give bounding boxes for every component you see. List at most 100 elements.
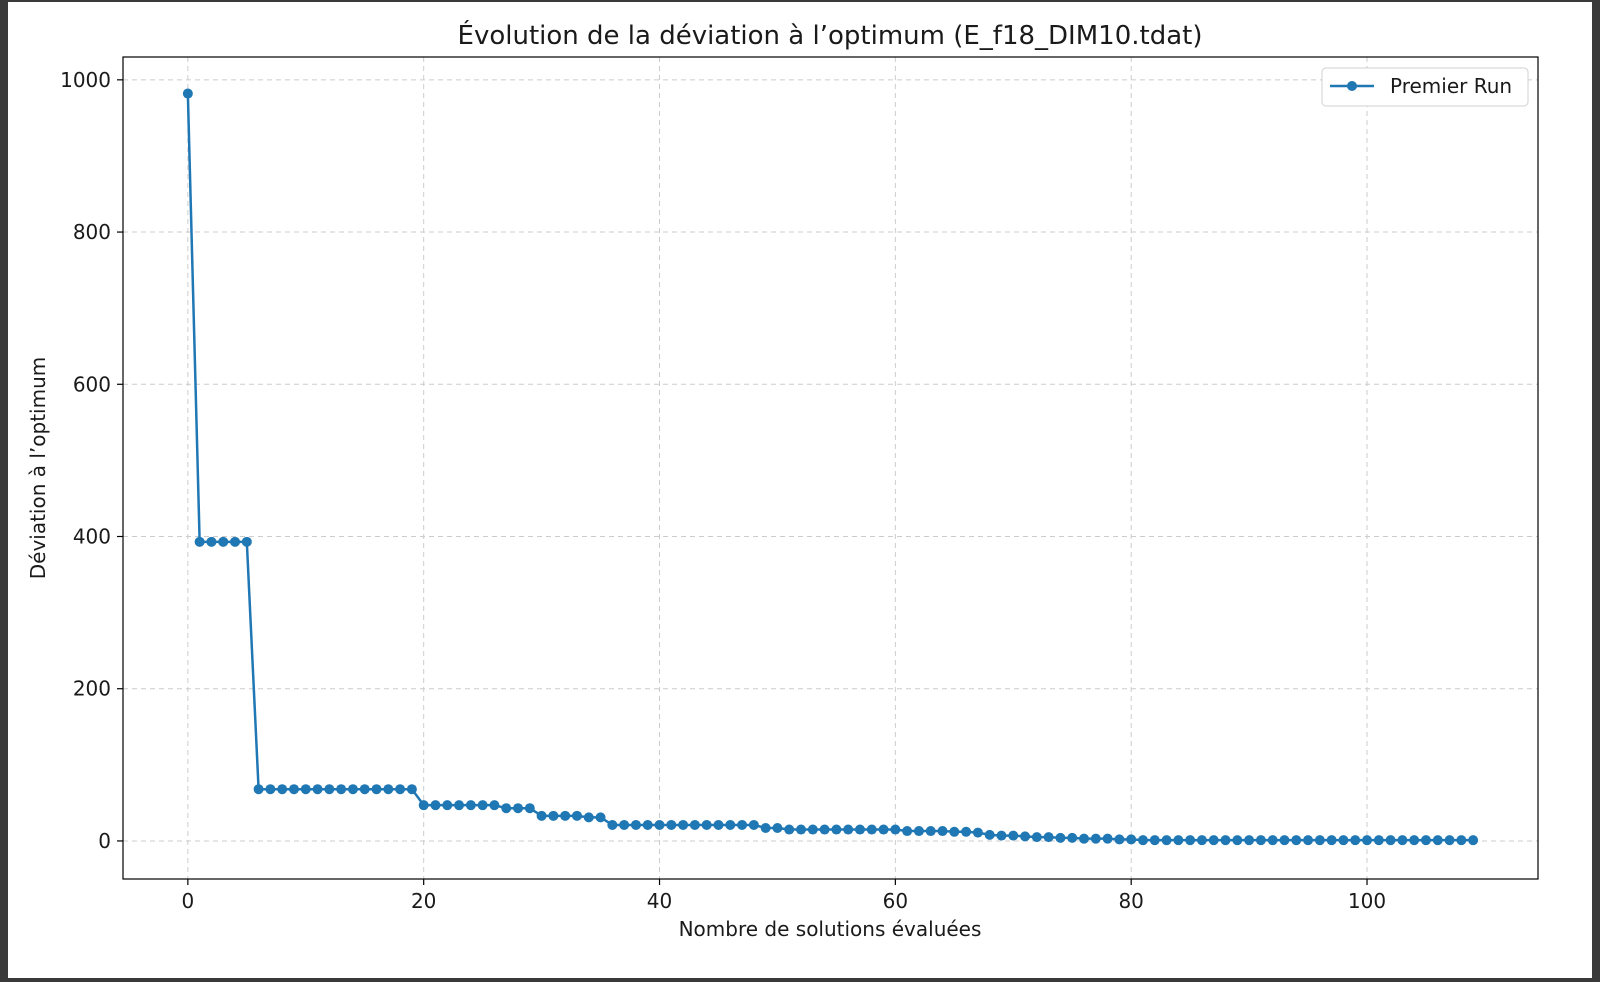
y-tick-label: 400 (73, 525, 111, 549)
data-point (218, 536, 229, 547)
data-point (642, 819, 653, 830)
data-point (678, 819, 689, 830)
data-point (1161, 835, 1172, 846)
data-point (1362, 835, 1373, 846)
data-point (253, 784, 264, 795)
x-tick-label: 0 (181, 889, 194, 913)
data-point (619, 819, 630, 830)
data-point (182, 88, 193, 99)
chart-figure: Évolution de la déviation à l’optimum (E… (8, 2, 1592, 978)
data-point (1409, 835, 1420, 846)
data-point (300, 784, 311, 795)
data-point (654, 819, 665, 830)
data-point (1444, 835, 1455, 846)
data-point (772, 823, 783, 834)
data-point (206, 536, 217, 547)
legend-point-marker (1347, 81, 1357, 91)
x-axis-label: Nombre de solutions évaluées (679, 917, 982, 941)
data-point (1267, 835, 1278, 846)
data-point (595, 812, 606, 823)
line-chart: Évolution de la déviation à l’optimum (E… (26, 19, 1539, 941)
data-point (1173, 835, 1184, 846)
data-point (1055, 832, 1066, 843)
data-point (1420, 835, 1431, 846)
data-point (843, 824, 854, 835)
data-point (1314, 835, 1325, 846)
data-point (1432, 835, 1443, 846)
data-point (866, 824, 877, 835)
data-point (1090, 833, 1101, 844)
data-point (1043, 832, 1054, 843)
data-point (878, 824, 889, 835)
data-point (890, 824, 901, 835)
data-point (288, 784, 299, 795)
data-point (548, 810, 559, 821)
x-tick-label: 40 (647, 889, 672, 913)
data-point (465, 800, 476, 811)
data-point (1008, 830, 1019, 841)
data-point (442, 800, 453, 811)
data-point (501, 803, 512, 814)
data-point (583, 812, 594, 823)
data-point (902, 826, 913, 837)
y-axis-label: Déviation à l’optimum (26, 357, 50, 580)
data-point (454, 800, 465, 811)
data-point (984, 829, 995, 840)
data-point (949, 826, 960, 837)
data-point (607, 819, 618, 830)
chart-title: Évolution de la déviation à l’optimum (E… (458, 19, 1203, 51)
data-point (1185, 835, 1196, 846)
data-point (489, 800, 500, 811)
data-point (1244, 835, 1255, 846)
data-point (807, 824, 818, 835)
data-point (1456, 835, 1467, 846)
data-point (796, 824, 807, 835)
data-point (1291, 835, 1302, 846)
data-point (725, 819, 736, 830)
data-point (713, 819, 724, 830)
x-tick-label: 20 (411, 889, 436, 913)
data-point (961, 826, 972, 837)
series-line-premier-run (186, 93, 1474, 842)
legend-box (1321, 67, 1529, 107)
data-point (1137, 835, 1148, 846)
data-point (1303, 835, 1314, 846)
data-point (1385, 835, 1396, 846)
data-point (819, 824, 830, 835)
data-point (913, 826, 924, 837)
data-point (1067, 832, 1078, 843)
y-tick-label: 0 (98, 829, 111, 853)
data-point (524, 803, 535, 814)
data-point (666, 819, 677, 830)
data-point (937, 826, 948, 837)
data-point (1220, 835, 1231, 846)
data-point (1208, 835, 1219, 846)
data-point (513, 803, 524, 814)
data-point (1079, 833, 1090, 844)
data-point (737, 819, 748, 830)
data-point (560, 810, 571, 821)
series-layer (182, 88, 1479, 846)
data-point (854, 824, 865, 835)
x-tick-label: 60 (883, 889, 908, 913)
data-point (748, 819, 759, 830)
plot-area-frame (122, 56, 1539, 880)
data-point (1350, 835, 1361, 846)
data-point (1397, 835, 1408, 846)
data-point (1279, 835, 1290, 846)
x-tick-label: 100 (1348, 889, 1386, 913)
data-point (347, 784, 358, 795)
data-point (312, 784, 323, 795)
data-point (277, 784, 288, 795)
data-point (418, 800, 429, 811)
y-tick-label: 600 (73, 372, 111, 396)
data-point (265, 784, 276, 795)
data-point (1020, 831, 1031, 842)
data-point (1031, 832, 1042, 843)
data-point (760, 823, 771, 834)
data-point (241, 536, 252, 547)
data-point (1232, 835, 1243, 846)
legend-entry-premier-run: Premier Run (1390, 74, 1512, 98)
data-point (1126, 834, 1137, 845)
